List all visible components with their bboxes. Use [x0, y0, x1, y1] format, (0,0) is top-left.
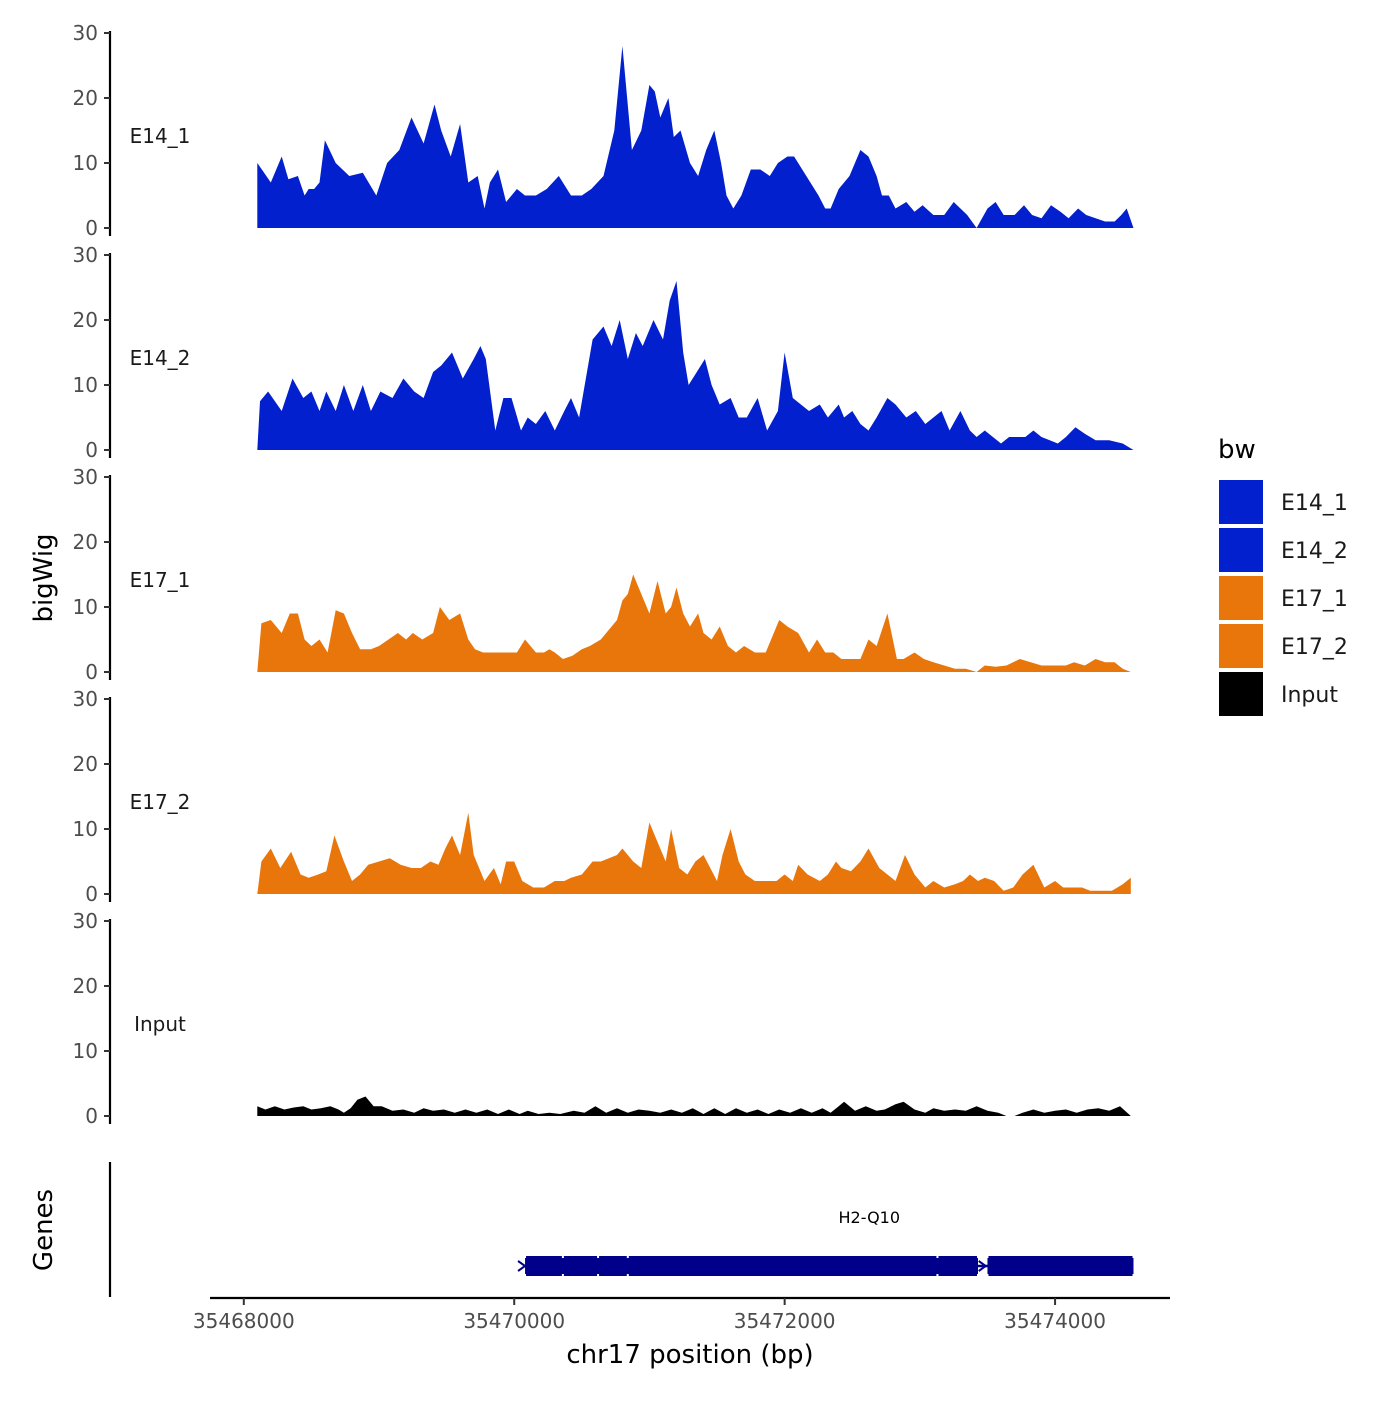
y-tick-label: 30 [73, 465, 98, 489]
track-E17_2: 0 10 20 30 E17_2 [73, 687, 1131, 906]
track-E17_1: 0 10 20 30 E17_1 [73, 465, 1131, 684]
legend-swatch-E14_2 [1219, 528, 1263, 572]
gene-coding-block [988, 1256, 1133, 1276]
gene-H2-Q10: H2-Q10 [517, 1208, 1134, 1276]
strand-arrow [978, 1260, 988, 1272]
y-tick-label: 0 [85, 216, 98, 240]
y-tick-label: 20 [73, 530, 98, 554]
y-tick-label: 30 [73, 687, 98, 711]
y-tick-label: 10 [73, 1039, 98, 1063]
legend-swatch-E14_1 [1219, 480, 1263, 524]
x-axis: 35468000 35470000 35472000 35474000 [193, 1296, 1170, 1333]
legend-label-E17_2: E17_2 [1281, 635, 1348, 660]
y-tick-label: 0 [85, 882, 98, 906]
legend-swatch-E17_2 [1219, 624, 1263, 668]
signal-area-E17_2 [257, 812, 1131, 894]
y-tick-label: 20 [73, 752, 98, 776]
gene-coding-block [599, 1256, 627, 1276]
x-tick-label: 35474000 [1004, 1309, 1106, 1333]
legend-label-E14_1: E14_1 [1281, 491, 1348, 516]
x-tick-label: 35468000 [193, 1309, 295, 1333]
y-axis-title: bigWig [29, 533, 59, 622]
legend-label-Input: Input [1281, 683, 1338, 708]
track-label-E17_2: E17_2 [130, 790, 191, 814]
tracks-layer: 0 10 20 30 E14_1 0 10 20 30 E14_2 0 10 20 30 E17_1 0 10 2… [73, 21, 1134, 1128]
track-label-E17_1: E17_1 [130, 568, 191, 592]
signal-area-E14_1 [257, 46, 1134, 228]
y-tick-label: 0 [85, 1104, 98, 1128]
y-tick-label: 0 [85, 660, 98, 684]
gene-name-label: H2-Q10 [839, 1208, 901, 1227]
y-tick-label: 20 [73, 974, 98, 998]
gene-coding-block [628, 1256, 937, 1276]
x-axis-title: chr17 position (bp) [566, 1340, 813, 1370]
legend-title: bw [1218, 435, 1256, 465]
genes-layer: H2-Q10 [108, 1162, 1134, 1297]
track-label-Input: Input [134, 1012, 186, 1036]
genes-axis-title: Genes [29, 1189, 59, 1271]
track-label-E14_2: E14_2 [130, 346, 191, 370]
y-tick-label: 10 [73, 373, 98, 397]
y-tick-label: 20 [73, 86, 98, 110]
x-tick-label: 35470000 [463, 1309, 565, 1333]
legend-label-E14_2: E14_2 [1281, 539, 1348, 564]
signal-area-Input [257, 1096, 1131, 1116]
y-tick-label: 20 [73, 308, 98, 332]
y-tick-label: 30 [73, 243, 98, 267]
gene-coding-block [526, 1256, 562, 1276]
y-tick-label: 10 [73, 817, 98, 841]
track-E14_2: 0 10 20 30 E14_2 [73, 243, 1134, 462]
gene-coding-block [938, 1256, 977, 1276]
track-Input: 0 10 20 30 Input [73, 909, 1131, 1128]
legend: bw E14_1 E14_2 E17_1 E17_2 Input [1218, 435, 1348, 716]
y-tick-label: 30 [73, 909, 98, 933]
signal-area-E17_1 [257, 574, 1131, 672]
strand-arrow [517, 1260, 527, 1272]
y-tick-label: 30 [73, 21, 98, 45]
legend-swatch-E17_1 [1219, 576, 1263, 620]
track-E14_1: 0 10 20 30 E14_1 [73, 21, 1134, 240]
signal-area-E14_2 [257, 281, 1134, 450]
gene-coding-block [563, 1256, 598, 1276]
legend-swatch-Input [1219, 672, 1263, 716]
y-tick-label: 10 [73, 595, 98, 619]
y-tick-label: 0 [85, 438, 98, 462]
x-tick-label: 35472000 [734, 1309, 836, 1333]
legend-label-E17_1: E17_1 [1281, 587, 1348, 612]
track-label-E14_1: E14_1 [130, 124, 191, 148]
y-tick-label: 10 [73, 151, 98, 175]
